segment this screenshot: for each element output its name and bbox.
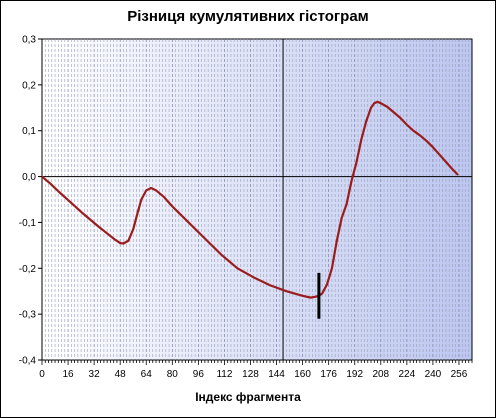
y-tick-label: -0,4 (19, 356, 37, 367)
chart-title: Різниця кумулятивних гістограм (127, 8, 369, 25)
y-tick-label: -0,2 (19, 264, 37, 275)
x-tick-label: 256 (451, 369, 468, 380)
x-tick-label: 16 (62, 369, 74, 380)
y-tick-label: -0,1 (19, 218, 37, 229)
x-tick-label: 144 (268, 369, 285, 380)
y-tick-label: 0,1 (22, 126, 36, 137)
x-tick-label: 224 (399, 369, 416, 380)
y-tick-label: 0,0 (22, 172, 36, 183)
x-tick-label: 80 (167, 369, 179, 380)
crosshair (42, 39, 472, 360)
series-line (40, 100, 459, 299)
x-tick-label: 128 (242, 369, 259, 380)
x-axis-label: Індекс фрагмента (195, 390, 301, 404)
x-tick-label: 192 (346, 369, 363, 380)
x-tick-label: 48 (115, 369, 127, 380)
x-tick-label: 96 (193, 369, 205, 380)
y-tick-label: -0,3 (19, 310, 37, 321)
x-tick-label: 176 (320, 369, 337, 380)
y-tick-label: 0,2 (22, 80, 36, 91)
x-tick-label: 208 (372, 369, 389, 380)
axis-layer: -0,4 -0,3 -0,2 -0,1 0,0 0,1 0,2 0,3 0 16 32 48 64 80 9… (19, 35, 473, 380)
x-tick-label: 0 (39, 369, 45, 380)
y-tick-label: 0,3 (22, 35, 36, 46)
x-tick-label: 240 (425, 369, 442, 380)
x-tick-label: 64 (141, 369, 153, 380)
series-layer (40, 100, 459, 299)
x-tick-label: 160 (294, 369, 311, 380)
x-tick-label: 112 (216, 369, 232, 380)
x-tick-label: 32 (89, 369, 101, 380)
